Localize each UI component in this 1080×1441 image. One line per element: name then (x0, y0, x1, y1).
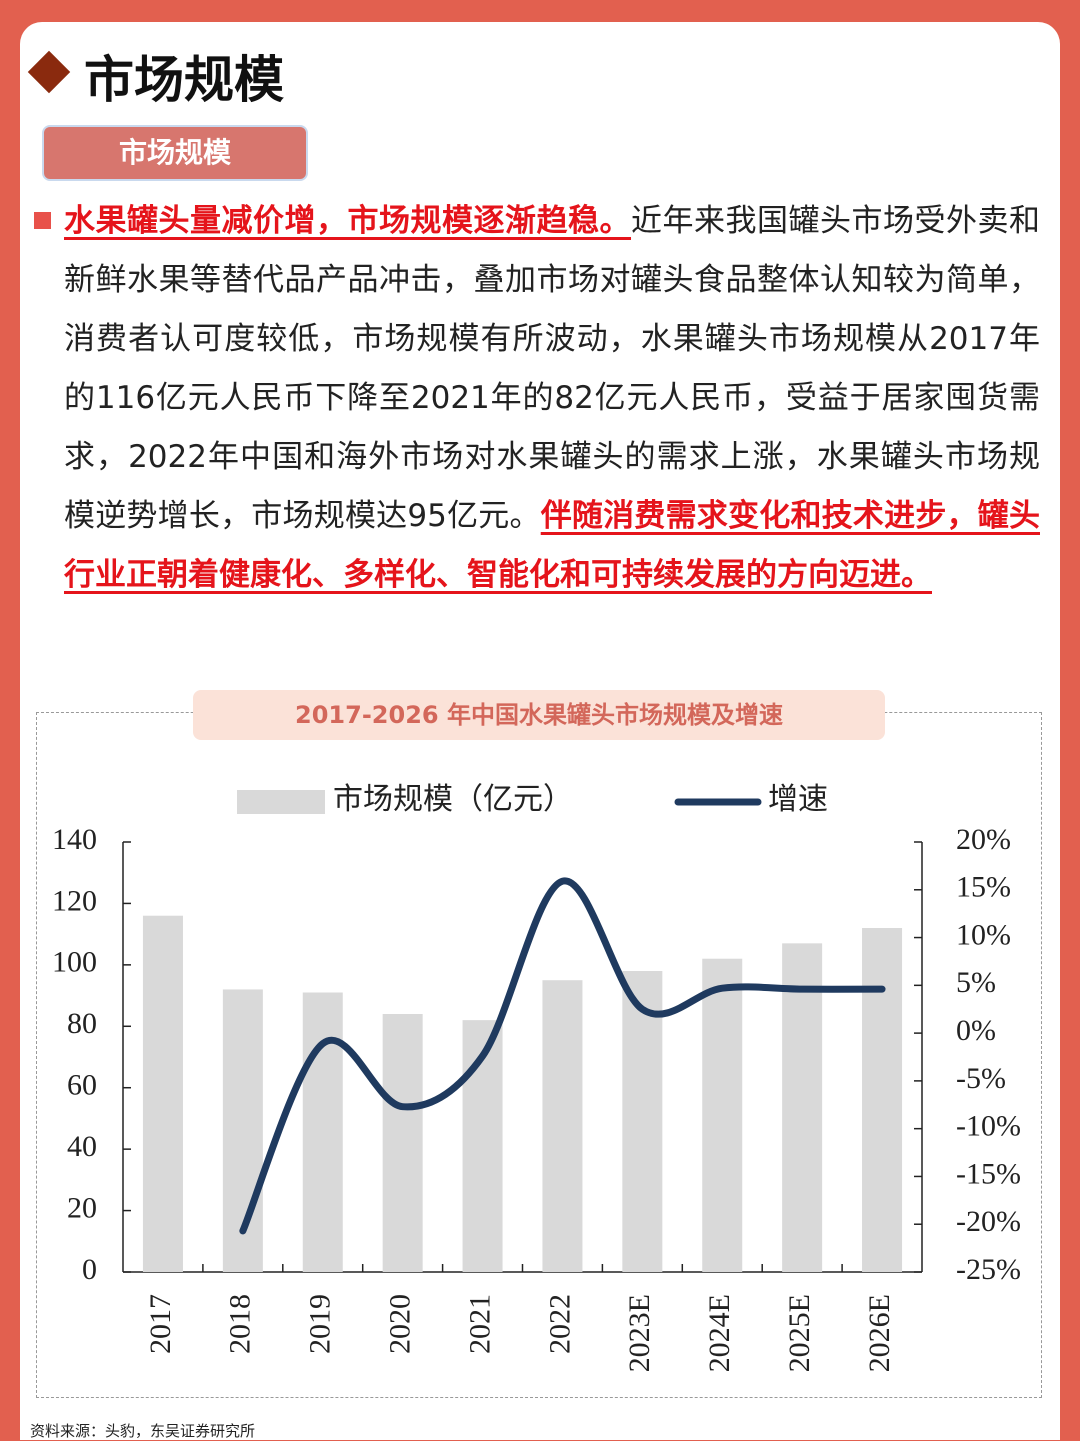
y2-tick-label: -15% (956, 1157, 1021, 1190)
bar (382, 1014, 423, 1272)
y2-tick-label: -20% (956, 1205, 1021, 1238)
source: 资料来源：头豹，东吴证券研究所 (30, 1422, 256, 1440)
x-tick-label: 2021 (463, 1294, 496, 1354)
lead-text: 水果罐头量减价增，市场规模逐渐趋稳。 (64, 203, 631, 239)
y-tick-label: 100 (52, 946, 97, 979)
bar (862, 928, 903, 1272)
growth-line (239, 877, 886, 1235)
conclusion-text: 伴随消费需求变化和技术进步，罐头行业正朝着健康化、多样化、智能化和可持续发展的方… (64, 498, 1040, 593)
legend-swatch (237, 790, 325, 814)
y2-tick-label: 15% (956, 871, 1011, 904)
y-tick-label: 20 (67, 1191, 97, 1224)
x-tick-label: 2020 (384, 1294, 417, 1354)
y-tick-label: 120 (52, 884, 97, 917)
y2-tick-label: 20% (956, 823, 1011, 856)
y2-tick-label: 10% (956, 918, 1011, 951)
x-tick-label: 2018 (224, 1294, 257, 1354)
bullet (34, 212, 51, 229)
bar (142, 915, 183, 1272)
x-tick-label: 2019 (304, 1294, 337, 1354)
y-tick-label: 0 (82, 1253, 97, 1286)
legend-label: 市场规模（亿元） (333, 783, 573, 816)
bar (302, 992, 343, 1272)
x-tick-label: 2026E (863, 1294, 896, 1372)
y2-tick-label: -5% (956, 1062, 1006, 1095)
y2-tick-label: 0% (956, 1014, 996, 1047)
body-text: 近年来我国罐头市场受外卖和新鲜水果等替代品产品冲击，叠加市场对罐头食品整体认知较… (64, 203, 1040, 534)
paragraph: 水果罐头量减价增，市场规模逐渐趋稳。近年来我国罐头市场受外卖和新鲜水果等替代品产… (64, 192, 1040, 605)
chart-title: 2017-2026 年中国水果罐头市场规模及增速 (193, 690, 885, 740)
y2-tick-label: -25% (956, 1253, 1021, 1286)
legend-label: 增速 (768, 783, 828, 816)
x-tick-label: 2024E (703, 1294, 736, 1372)
bar (782, 943, 823, 1272)
x-tick-label: 2025E (783, 1294, 816, 1372)
bar (542, 980, 583, 1272)
x-tick-label: 2022 (543, 1294, 576, 1354)
bar (622, 971, 663, 1272)
y-tick-label: 40 (67, 1130, 97, 1163)
y2-tick-label: -10% (956, 1110, 1021, 1143)
bar (462, 1020, 503, 1272)
page-title: 市场规模 (84, 51, 284, 109)
y-tick-label: 80 (67, 1007, 97, 1040)
section-badge: 市场规模 (42, 125, 308, 181)
y-tick-label: 140 (52, 823, 97, 856)
bar (702, 958, 743, 1272)
y-tick-label: 60 (67, 1069, 97, 1102)
x-tick-label: 2017 (144, 1294, 177, 1354)
y2-tick-label: 5% (956, 966, 996, 999)
x-tick-label: 2023E (623, 1294, 656, 1372)
